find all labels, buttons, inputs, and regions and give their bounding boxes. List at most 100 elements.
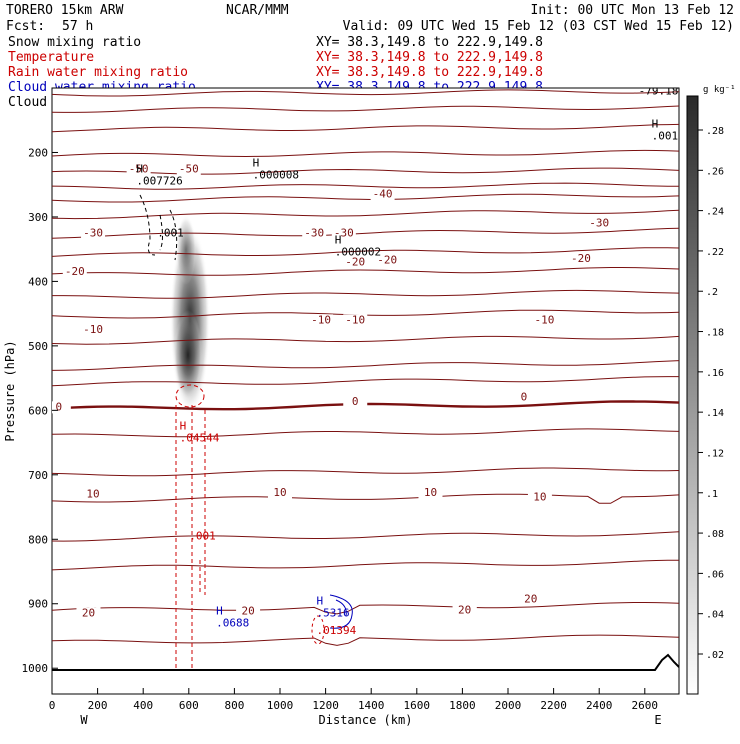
colorbar-tick-label: .06 [706,569,724,580]
x-tick-label: 1800 [449,699,476,712]
x-tick-label: 400 [133,699,153,712]
contour-label-bg [309,314,334,327]
contour-label: 10 [86,487,99,500]
maximum-h: H [316,595,323,608]
contour-label-bg [76,607,101,620]
contour-label-bg [518,593,543,606]
ice-contour [139,194,178,261]
contour-label-bg [511,391,536,404]
colorbar-tick-label: .14 [706,408,724,419]
model-title: TORERO 15km ARW [6,3,124,18]
contour-label-bg [126,163,151,176]
contour-label: -50 [179,162,199,175]
colorbar-tick-label: .16 [706,368,724,379]
field-name: Temperature [8,50,94,65]
isotherm [52,428,679,438]
maximum-h: H [136,163,143,176]
contour-label: -10 [311,313,331,326]
isotherm [52,89,679,97]
colorbar-ramp [686,95,699,695]
isotherm [52,193,679,203]
contour-label-bg [81,488,106,501]
maximum-value: .04544 [180,431,220,444]
maximum-value: .001755 [652,130,698,143]
rain-contour-top [175,384,205,408]
field-name: Snow mixing ratio [8,35,141,50]
contour-label: -40 [373,188,393,201]
isotherm [52,602,679,615]
maximum-value: .01394 [316,624,356,637]
isotherm [52,123,679,133]
contour-label: -10 [345,313,365,326]
contour-value: .001 [157,226,184,239]
isotherm [52,289,679,299]
contour-label-bg [527,491,552,504]
contour-label-bg [587,217,612,230]
rain-contour-small [311,615,325,645]
y-tick-label: 200 [28,146,48,159]
contour-label: -10 [535,313,555,326]
snow-shading [170,215,210,415]
contour-label-bg [176,163,201,176]
contour-value: -79.18 [639,84,679,97]
contour-label-bg [452,604,477,617]
maximum-h: H [180,419,187,432]
colorbar-tick-label: .12 [706,448,724,459]
isotherm [52,247,679,257]
x-tick-label: 2000 [495,699,522,712]
contour-label-bg [375,254,400,267]
colorbar-ticks: .02 .04 .06 .08 .1 .12 .14 .16 .18 .2 .22 .24 .26 .28 [698,126,724,661]
contour-label: 10 [533,491,546,504]
maximum-h: H [216,604,223,617]
y-tick-label: 300 [28,211,48,224]
west-label: W [80,713,88,727]
contour-label-bg [81,227,106,240]
contour-label: -10 [83,323,103,336]
y-tick-label: 500 [28,340,48,353]
east-label: E [654,713,661,727]
x-axis-label: Distance (km) [319,713,413,727]
x-tick-label: 1600 [404,699,431,712]
isotherm [52,335,679,345]
contour-label-bg [418,487,443,500]
x-tick-label: 2400 [586,699,613,712]
y-tick-label: 700 [28,469,48,482]
isotherm [52,167,679,175]
contour-label-bg [331,227,356,240]
contour-label: 20 [458,603,471,616]
x-tick-label: 1400 [358,699,385,712]
org-label: NCAR/MMM [226,3,289,18]
y-tick-label: 900 [28,598,48,611]
colorbar-tick-label: .22 [706,247,724,258]
x-tick-label: 600 [179,699,199,712]
valid-time: Valid: 09 UTC Wed 15 Feb 12 (03 CST Wed … [343,19,734,34]
x-tick-label: 200 [88,699,108,712]
terrain-line [52,653,679,671]
contour-label: 20 [241,605,254,618]
isotherm [52,531,679,542]
contour-label-bg [370,188,395,201]
fcst-label: Fcst: [6,19,45,34]
axes: 0 200 400 600 800 1000 1200 1400 1600 1800 2000 220… [3,146,662,727]
isotherm [52,149,679,158]
contour-label: -50 [129,162,149,175]
contour-value: .001 [189,529,216,542]
colorbar-tick-label: .28 [706,126,724,137]
contour-label: 10 [273,486,286,499]
mixing-ratio-contours [139,194,353,670]
contour-label: -20 [345,255,365,268]
maximum-h: H [335,234,342,247]
contour-label: 0 [352,395,359,408]
contour-label: -20 [571,252,591,265]
isotherm [52,467,679,477]
contour-label: -30 [334,226,354,239]
y-tick-label: 400 [28,275,48,288]
isotherm [52,376,679,387]
x-tick-label: 1200 [312,699,339,712]
contour-label: 20 [82,607,95,620]
maxima-labels: H.007726H.000008H.000002H.001755H.04544H… [136,118,698,637]
contour-label: -30 [589,217,609,230]
colorbar-tick-label: .1 [706,489,718,500]
contour-label-bg [268,487,292,500]
isotherm [52,105,679,113]
